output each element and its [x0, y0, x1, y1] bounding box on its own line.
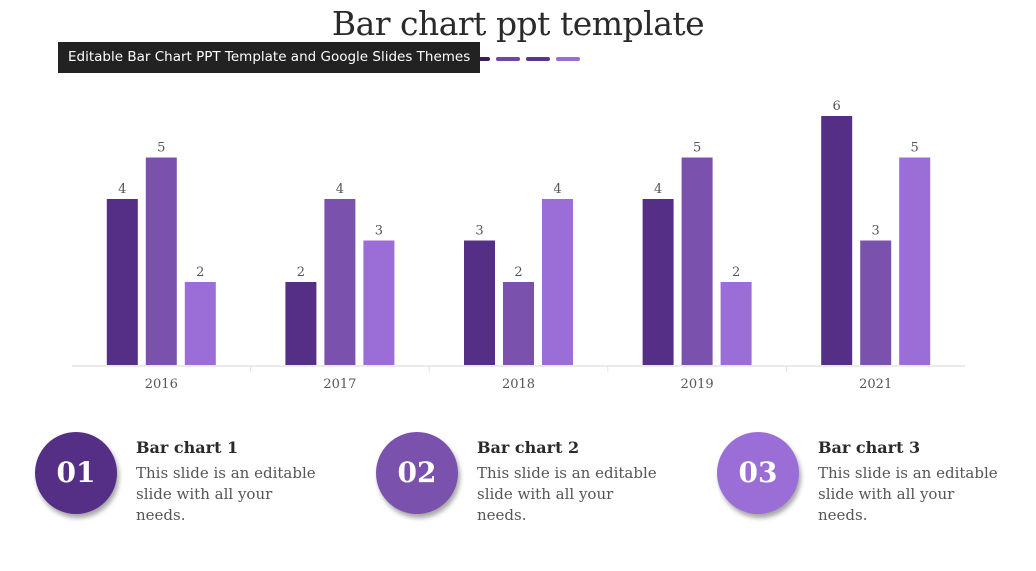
bar	[503, 282, 534, 365]
bar	[464, 240, 495, 365]
underline-dash	[526, 57, 550, 61]
bar-data-label: 5	[157, 141, 165, 156]
bar	[642, 199, 674, 365]
x-tick-label: 2019	[681, 377, 714, 392]
bar-data-label: 2	[196, 265, 204, 280]
bar-data-label: 3	[375, 224, 383, 239]
info-card-1: 01 Bar chart 1 This slide is an editable…	[35, 432, 335, 527]
info-card-3: 03 Bar chart 3 This slide is an editable…	[717, 432, 1017, 527]
number-badge: 03	[717, 432, 799, 514]
bar	[542, 199, 573, 365]
number-badge: 02	[376, 432, 458, 514]
bar-data-label: 6	[833, 99, 841, 114]
card-title: Bar chart 1	[136, 438, 239, 457]
bar	[106, 199, 138, 365]
card-title: Bar chart 2	[477, 438, 580, 457]
card-description: This slide is an editable slide with all…	[818, 464, 998, 524]
bar-data-label: 5	[911, 141, 919, 156]
card-title: Bar chart 3	[818, 438, 921, 457]
bar-data-label: 4	[118, 182, 126, 197]
bar	[681, 157, 713, 365]
tooltip: Editable Bar Chart PPT Template and Goog…	[58, 42, 481, 73]
bar	[821, 116, 853, 365]
page-title: Bar chart ppt template	[331, 4, 705, 43]
bar-data-label: 2	[297, 265, 305, 280]
bar	[899, 157, 931, 365]
underline-dash	[496, 57, 520, 61]
bar	[363, 240, 395, 365]
info-card-2: 02 Bar chart 2 This slide is an editable…	[376, 432, 676, 527]
x-tick-label: 2018	[502, 377, 535, 392]
x-tick-label: 2021	[859, 377, 892, 392]
number-badge: 01	[35, 432, 117, 514]
bar-data-label: 2	[732, 265, 740, 280]
bar	[860, 240, 892, 365]
x-tick-label: 2017	[323, 377, 356, 392]
underline-dash	[556, 57, 580, 61]
bar	[285, 282, 317, 365]
bar-data-label: 4	[336, 182, 344, 197]
bar-data-label: 4	[553, 182, 561, 197]
card-description: This slide is an editable slide with all…	[477, 464, 657, 524]
bar-data-label: 3	[475, 224, 483, 239]
bar	[145, 157, 177, 365]
bar-data-label: 5	[693, 141, 701, 156]
bar	[324, 199, 356, 365]
bar-data-label: 3	[872, 224, 880, 239]
bar-data-label: 2	[514, 265, 522, 280]
bar	[184, 282, 216, 365]
bar	[720, 282, 752, 365]
card-description: This slide is an editable slide with all…	[136, 464, 316, 524]
bar-data-label: 4	[654, 182, 662, 197]
x-tick-label: 2016	[145, 377, 178, 392]
